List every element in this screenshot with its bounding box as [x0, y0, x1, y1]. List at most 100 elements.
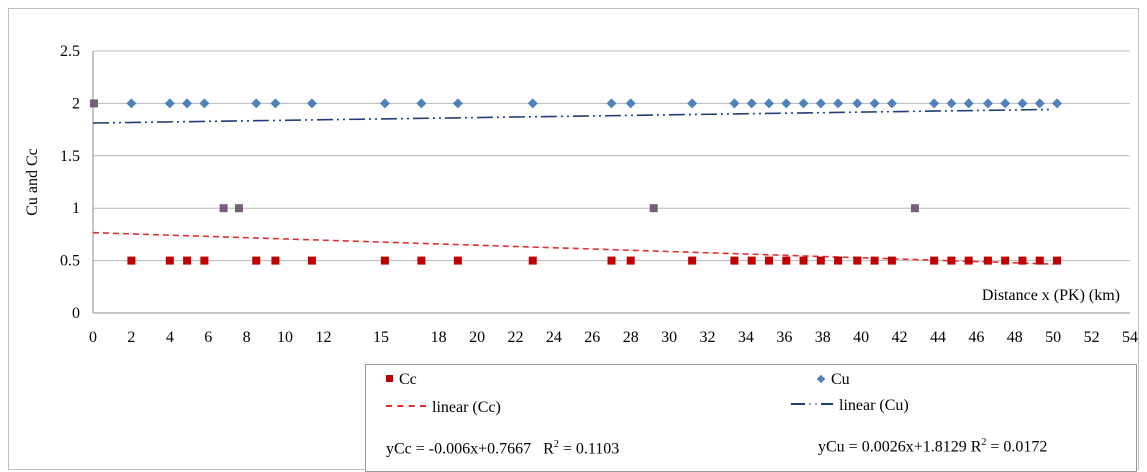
x-tick-label: 22	[507, 329, 523, 346]
equation-cu-r2-exp: 2	[981, 437, 987, 448]
cu-point	[763, 98, 774, 109]
x-tick-label: 10	[277, 329, 293, 346]
cu-point	[606, 98, 617, 109]
cu-point	[1052, 98, 1063, 109]
legend-label-cc-trend: linear (Cc)	[432, 399, 501, 416]
cc-point	[834, 256, 843, 265]
equation-cu-r2-value: = 0.0172	[986, 438, 1048, 456]
cu-point	[946, 98, 957, 109]
y-tick-label: 2	[72, 95, 80, 112]
cc-point	[1053, 256, 1062, 265]
legend-label-cu-trend: linear (Cu)	[839, 397, 909, 414]
trendline-cc	[92, 231, 1054, 265]
y-tick-label: 2.5	[60, 43, 80, 60]
x-tick-label: 6	[204, 329, 212, 346]
x-tick-label: 54	[1122, 329, 1138, 346]
cc-point	[853, 256, 862, 265]
cu-point	[781, 98, 792, 109]
cc-point	[983, 256, 992, 265]
grid-lines	[93, 50, 1130, 262]
cu-point	[306, 98, 317, 109]
x-tick-label: 42	[892, 329, 908, 346]
x-tick-label: 48	[1007, 329, 1023, 346]
y-tick-label: 1	[72, 200, 80, 217]
trendline-cu	[92, 108, 1054, 124]
equation-cc-r-label: R	[543, 440, 554, 458]
x-tick-label: 34	[738, 329, 754, 346]
cc-point	[964, 256, 973, 265]
cu-point	[164, 98, 175, 109]
x-tick-label: 28	[623, 329, 639, 346]
x-tick-label: 38	[815, 329, 831, 346]
cu-point	[815, 98, 826, 109]
cu-point	[251, 98, 262, 109]
cu-point	[625, 98, 636, 109]
cc-point	[887, 256, 896, 265]
x-tick-label: 4	[166, 329, 174, 346]
cu-point	[1034, 98, 1045, 109]
data-points	[89, 98, 1063, 265]
legend: Cc linear (Cc) Cu linear (Cu) yCc = -0.0…	[365, 364, 1137, 472]
cu-point	[886, 98, 897, 109]
cc-point	[1001, 256, 1010, 265]
cc-point	[528, 256, 537, 265]
cc-point	[910, 204, 919, 213]
cu-point	[416, 98, 427, 109]
x-tick-label: 36	[776, 329, 792, 346]
x-tick-label: 52	[1084, 329, 1100, 346]
dashed-line-icon	[386, 405, 426, 407]
cc-point	[89, 99, 98, 108]
cu-point	[833, 98, 844, 109]
y-tick-label: 0.5	[60, 253, 80, 270]
cu-point	[687, 98, 698, 109]
x-tick-label: 12	[315, 329, 331, 346]
equation-cu: yCu = 0.0026x+1.8129 R2 = 0.0172	[818, 437, 1047, 456]
cc-point	[782, 256, 791, 265]
cc-point	[453, 256, 462, 265]
y-tick-label: 0	[72, 305, 80, 322]
cu-point	[729, 98, 740, 109]
cc-point	[234, 204, 243, 213]
cu-point	[126, 98, 137, 109]
cu-point	[852, 98, 863, 109]
cc-point	[1018, 256, 1027, 265]
cc-point	[649, 204, 658, 213]
cu-point	[182, 98, 193, 109]
x-tick-label: 18	[431, 329, 447, 346]
cc-point	[730, 256, 739, 265]
cc-point	[219, 204, 228, 213]
cc-point	[252, 256, 261, 265]
legend-item-cc-trend: linear (Cc)	[386, 399, 501, 417]
cc-point	[947, 256, 956, 265]
legend-label-cu: Cu	[831, 371, 850, 388]
cu-point	[527, 98, 538, 109]
x-tick-label: 15	[373, 329, 389, 346]
cc-point	[626, 256, 635, 265]
y-axis-title: Cu and Cc	[24, 148, 41, 216]
dash-dot-line-icon	[791, 403, 833, 405]
x-tick-label: 32	[700, 329, 716, 346]
x-tick-label: 24	[546, 329, 562, 346]
cc-point	[747, 256, 756, 265]
x-tick-label: 20	[469, 329, 485, 346]
equation-cc-r2-exp: 2	[553, 439, 559, 450]
cc-point	[607, 256, 616, 265]
axis-labels: 00.511.522.50 2 4 6 8 10 12 15 18 20 22 24 26 28 30 32 3…	[24, 43, 1138, 346]
equation-cc-text: yCc = -0.006x+0.7667	[386, 440, 532, 458]
equation-cu-text: yCu = 0.0026x+1.8129 R	[818, 438, 982, 456]
cu-point	[1000, 98, 1011, 109]
x-tick-label: 0	[89, 329, 97, 346]
legend-label-cc: Cc	[399, 371, 417, 388]
cu-point	[199, 98, 210, 109]
cc-point	[870, 256, 879, 265]
x-tick-label: 50	[1045, 329, 1061, 346]
cu-point	[929, 98, 940, 109]
cc-point	[764, 256, 773, 265]
x-tick-label: 40	[853, 329, 869, 346]
x-tick-label: 2	[127, 329, 135, 346]
cc-point	[816, 256, 825, 265]
cc-point	[1035, 256, 1044, 265]
y-tick-label: 1.5	[60, 148, 80, 165]
cc-point	[688, 256, 697, 265]
cc-point	[417, 256, 426, 265]
